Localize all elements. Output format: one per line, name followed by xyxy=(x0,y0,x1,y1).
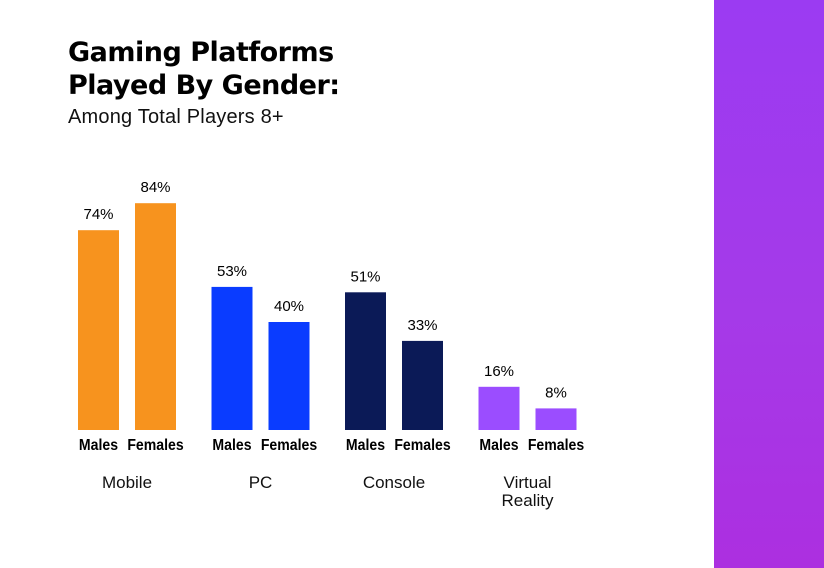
bar-label-mobile-males: Males xyxy=(79,436,118,454)
chart-title: Gaming Platforms Played By Gender: xyxy=(68,36,340,102)
bar-label-virtual-reality-females: Females xyxy=(528,436,584,454)
data-label-mobile-males: 74% xyxy=(83,206,113,223)
decorative-side-panel xyxy=(714,0,824,568)
data-label-mobile-females: 84% xyxy=(140,179,170,196)
bar-chart: 74% Males 84% Females Mobile 53% Males 40% Femal… xyxy=(78,179,584,510)
bar-console-males xyxy=(345,292,386,430)
data-label-console-females: 33% xyxy=(407,317,437,334)
category-label-virtual-reality-line-2: Reality xyxy=(502,491,554,510)
category-label-mobile: Mobile xyxy=(102,473,152,492)
bar-label-console-males: Males xyxy=(346,436,385,454)
bar-label-virtual-reality-males: Males xyxy=(479,436,518,454)
bar-virtual-reality-males xyxy=(478,386,520,430)
data-label-virtual-reality-males: 16% xyxy=(484,363,514,380)
bar-pc-males xyxy=(211,286,253,430)
data-label-pc-females: 40% xyxy=(274,298,304,315)
data-label-console-males: 51% xyxy=(350,268,380,285)
bar-label-pc-males: Males xyxy=(212,436,251,454)
bar-label-console-females: Females xyxy=(394,436,450,454)
chart-title-line-1: Gaming Platforms xyxy=(68,37,334,68)
category-label-virtual-reality-line-1: Virtual xyxy=(504,473,552,492)
bar-console-females xyxy=(402,340,443,430)
bar-virtual-reality-females xyxy=(535,408,577,430)
chart-title-line-2: Played By Gender: xyxy=(68,70,340,101)
bar-mobile-females xyxy=(135,203,176,430)
bar-mobile-males xyxy=(78,230,119,430)
data-label-virtual-reality-females: 8% xyxy=(545,384,567,401)
bar-pc-females xyxy=(268,322,310,430)
category-label-pc: PC xyxy=(249,473,273,492)
bar-label-mobile-females: Females xyxy=(127,436,183,454)
category-label-console: Console xyxy=(363,473,425,492)
data-label-pc-males: 53% xyxy=(217,263,247,280)
bar-label-pc-females: Females xyxy=(261,436,317,454)
chart-subtitle: Among Total Players 8+ xyxy=(68,106,284,128)
